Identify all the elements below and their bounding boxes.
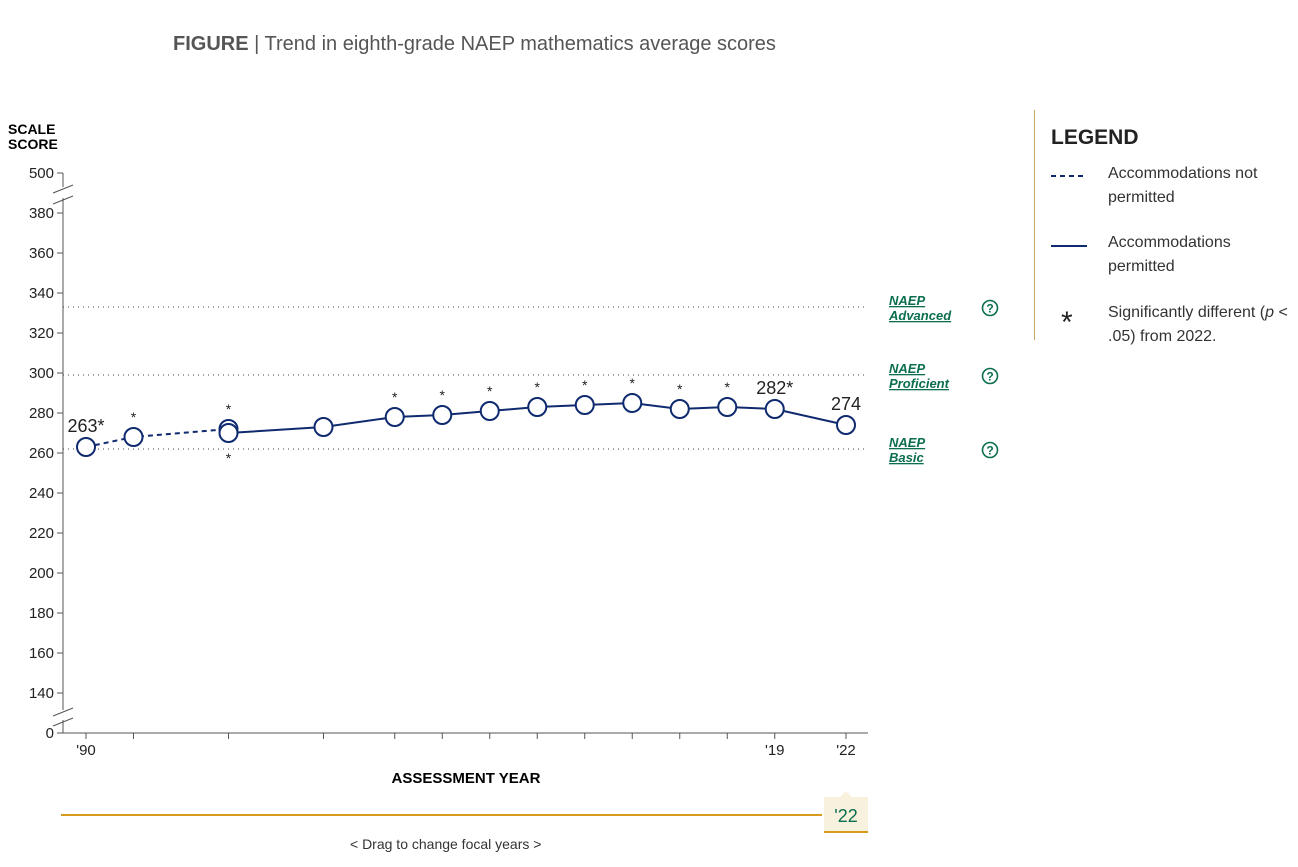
y-tick-label: 320 (29, 325, 54, 342)
data-point[interactable] (218, 423, 239, 443)
achievement-label[interactable]: NAEP (889, 293, 925, 308)
y-tick-label: 280 (29, 405, 54, 422)
significance-star: * (440, 387, 446, 403)
data-point[interactable] (384, 407, 405, 427)
data-point[interactable] (76, 437, 96, 457)
significance-star: * (226, 450, 232, 466)
data-point[interactable] (313, 417, 334, 437)
legend-permitted: Accommodations permitted (1108, 234, 1231, 275)
figure-title: FIGURE | Trend in eighth-grade NAEP math… (173, 33, 776, 56)
focal-year-handle[interactable] (824, 797, 868, 831)
question-mark-icon[interactable]: ? (986, 444, 993, 458)
x-axis-title: ASSESSMENT YEAR (392, 770, 541, 787)
data-point[interactable] (123, 427, 144, 447)
data-label: 274 (831, 394, 861, 414)
question-circle-icon[interactable] (981, 299, 999, 317)
data-point[interactable] (432, 405, 453, 425)
significance-star: * (535, 379, 541, 395)
solid-line-icon (1051, 245, 1087, 247)
data-point[interactable] (479, 401, 500, 421)
sig-prefix: Significantly different ( (1108, 304, 1266, 321)
significance-star: * (226, 401, 232, 417)
dashed-line-icon (1051, 175, 1087, 177)
achievement-label[interactable]: NAEP (889, 361, 925, 376)
y-tick-label: 260 (29, 445, 54, 462)
significance-star: * (582, 377, 588, 393)
achievement-label[interactable]: Basic (889, 450, 924, 465)
data-point[interactable] (836, 415, 856, 435)
title-separator: | (254, 33, 260, 55)
legend-heading: LEGEND (1051, 126, 1139, 149)
y-tick-label: 300 (29, 365, 54, 382)
significance-star: * (725, 379, 731, 395)
data-point[interactable] (622, 393, 643, 413)
significance-star: * (677, 381, 683, 397)
asterisk-icon: * (1061, 306, 1073, 339)
y-tick-label: 240 (29, 485, 54, 502)
y-axis-title: SCORE (8, 136, 58, 152)
data-point[interactable] (527, 397, 548, 417)
question-mark-icon[interactable]: ? (986, 302, 993, 316)
focal-year-label[interactable]: '22 (834, 806, 857, 826)
data-point[interactable] (669, 399, 690, 419)
legend-not-permitted: Accommodations not permitted (1108, 165, 1258, 206)
y-tick-label: 180 (29, 605, 54, 622)
significance-star: * (392, 389, 398, 405)
achievement-label[interactable]: Advanced (888, 308, 952, 323)
y-tick-label: 140 (29, 685, 54, 702)
y-tick-label: 160 (29, 645, 54, 662)
x-tick-label: '19 (765, 742, 785, 759)
y-tick-label: 340 (29, 285, 54, 302)
question-circle-icon[interactable] (981, 441, 999, 459)
significance-star: * (487, 383, 493, 399)
data-point[interactable] (764, 399, 785, 419)
axis-break-mark (52, 717, 74, 727)
question-circle-icon[interactable] (981, 367, 999, 385)
y-tick-label: 500 (29, 165, 54, 182)
sig-suffix: < .05) from 2022. (1108, 304, 1288, 345)
legend: LEGEND Accommodations not permitted Acco… (1034, 110, 1297, 345)
y-tick-label: 220 (29, 525, 54, 542)
drag-hint: < Drag to change focal years > (350, 836, 542, 852)
y-tick-label: 200 (29, 565, 54, 582)
y-tick-label: 380 (29, 205, 54, 222)
x-tick-label: '22 (836, 742, 856, 759)
figure-label: FIGURE (173, 33, 249, 55)
data-label: 282* (756, 378, 793, 398)
x-tick-label: '90 (76, 742, 96, 759)
question-mark-icon[interactable]: ? (986, 370, 993, 384)
axis-break-mark (52, 184, 74, 194)
axis-break-mark (52, 195, 74, 205)
data-label: 263* (67, 416, 104, 436)
significance-star: * (131, 409, 137, 425)
y-tick-label: 0 (46, 725, 54, 742)
sig-p: p (1265, 304, 1275, 321)
data-point[interactable] (717, 397, 738, 417)
series-line-not-permitted (85, 428, 229, 448)
legend-significance: Significantly different (p < .05) from 2… (1108, 301, 1293, 349)
achievement-label[interactable]: Proficient (889, 376, 950, 391)
handle-pointer (840, 791, 852, 797)
y-axis-title: SCALE (8, 121, 55, 137)
y-tick-label: 360 (29, 245, 54, 262)
data-point[interactable] (574, 395, 595, 415)
axis-break-mark (52, 707, 74, 717)
title-text: Trend in eighth-grade NAEP mathematics a… (264, 33, 776, 55)
significance-star: * (630, 375, 636, 391)
achievement-label[interactable]: NAEP (889, 435, 925, 450)
